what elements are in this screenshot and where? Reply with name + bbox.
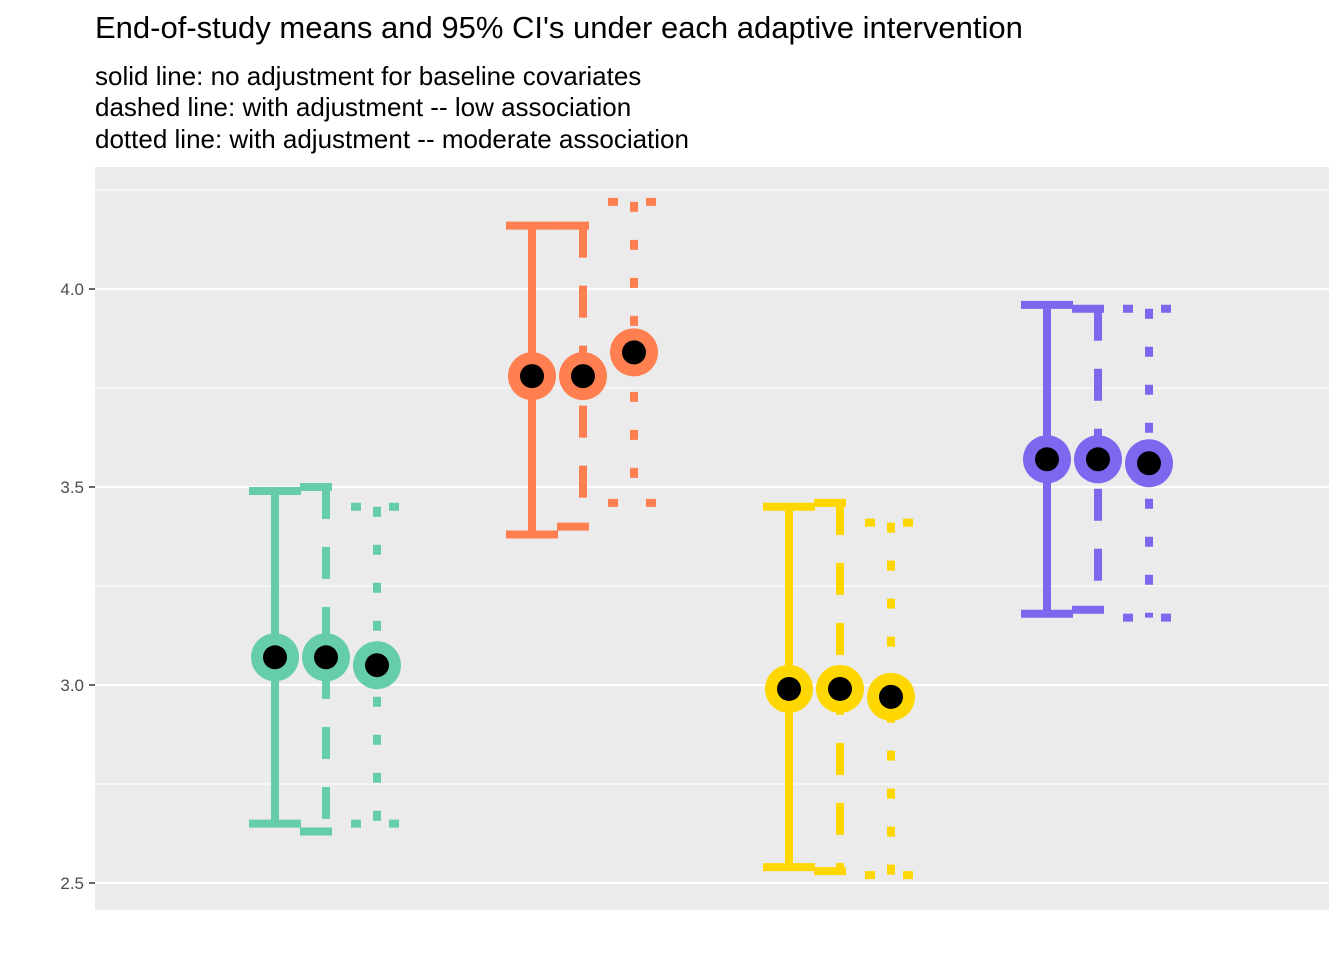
mean-point (263, 645, 287, 670)
plot-panel (95, 167, 1329, 910)
mean-point (1137, 451, 1161, 476)
mean-point (520, 364, 544, 389)
chart-title: End-of-study means and 95% CI's under ea… (95, 10, 1023, 45)
y-tick-label: 4.0 (60, 280, 84, 299)
mean-point (314, 645, 338, 670)
mean-point (777, 676, 801, 701)
subtitle-dotted-line: dotted line: with adjustment -- moderate… (95, 124, 689, 154)
mean-point (828, 676, 852, 701)
mean-point (365, 653, 389, 678)
mean-point (1086, 447, 1110, 472)
y-tick-label: 3.0 (60, 676, 84, 695)
mean-point (879, 684, 903, 709)
y-tick-label: 2.5 (60, 874, 84, 893)
mean-point (1035, 447, 1059, 472)
y-tick-label: 3.5 (60, 478, 84, 497)
subtitle-dashed-line: dashed line: with adjustment -- low asso… (95, 92, 632, 122)
subtitle-solid-line: solid line: no adjustment for baseline c… (95, 61, 642, 91)
mean-point (571, 364, 595, 389)
mean-point (622, 340, 646, 365)
